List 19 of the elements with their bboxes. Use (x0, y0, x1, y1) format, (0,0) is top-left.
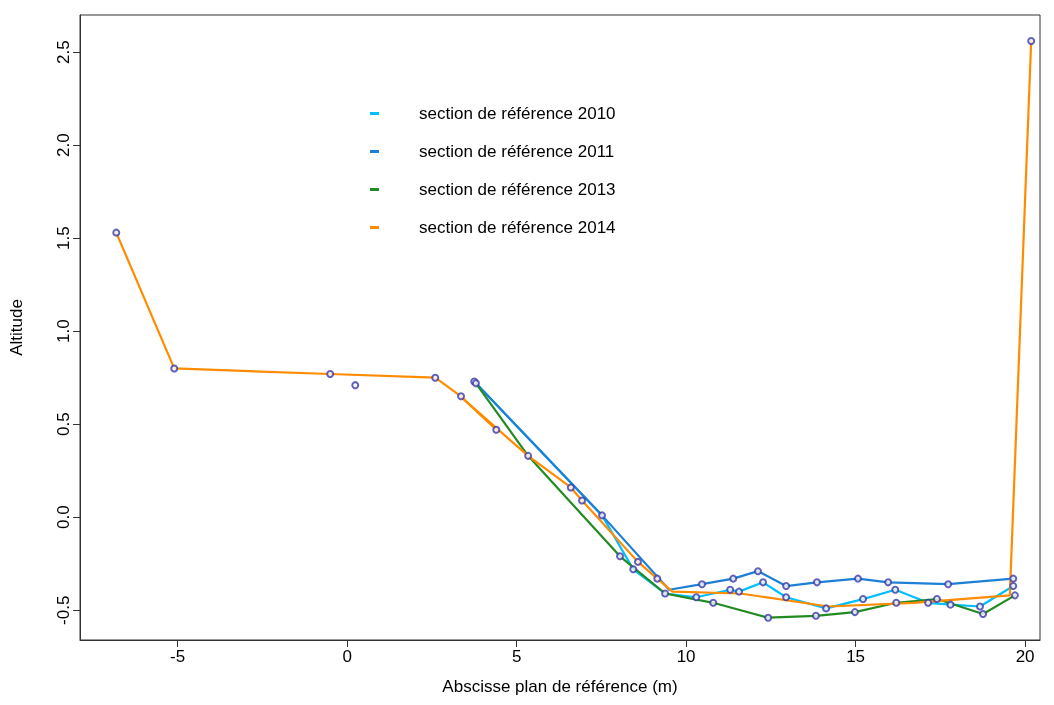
x-axis-title: Abscisse plan de référence (m) (442, 677, 678, 696)
y-tick-label: 0.5 (54, 412, 73, 437)
x-tick-label: 5 (511, 647, 522, 666)
y-tick-label: 0.0 (54, 505, 73, 530)
y-tick-label: 2.0 (54, 133, 73, 158)
y-tick-label: 1.0 (54, 319, 73, 344)
x-tick-label: 15 (846, 647, 866, 666)
x-tick-label: -5 (170, 647, 186, 666)
legend-label: section de référence 2011 (419, 142, 615, 161)
y-tick-label: 2.5 (54, 40, 73, 65)
legend-label: section de référence 2013 (419, 180, 616, 199)
x-tick-label: 10 (676, 647, 696, 666)
x-tick-label: 20 (1015, 647, 1035, 666)
y-axis-title: Altitude (7, 299, 26, 356)
x-tick-label: 0 (342, 647, 352, 666)
y-tick-label: 1.5 (54, 226, 73, 251)
y-tick-label: -0.5 (54, 595, 73, 625)
legend-label: section de référence 2010 (419, 104, 616, 123)
legend-label: section de référence 2014 (419, 218, 616, 237)
